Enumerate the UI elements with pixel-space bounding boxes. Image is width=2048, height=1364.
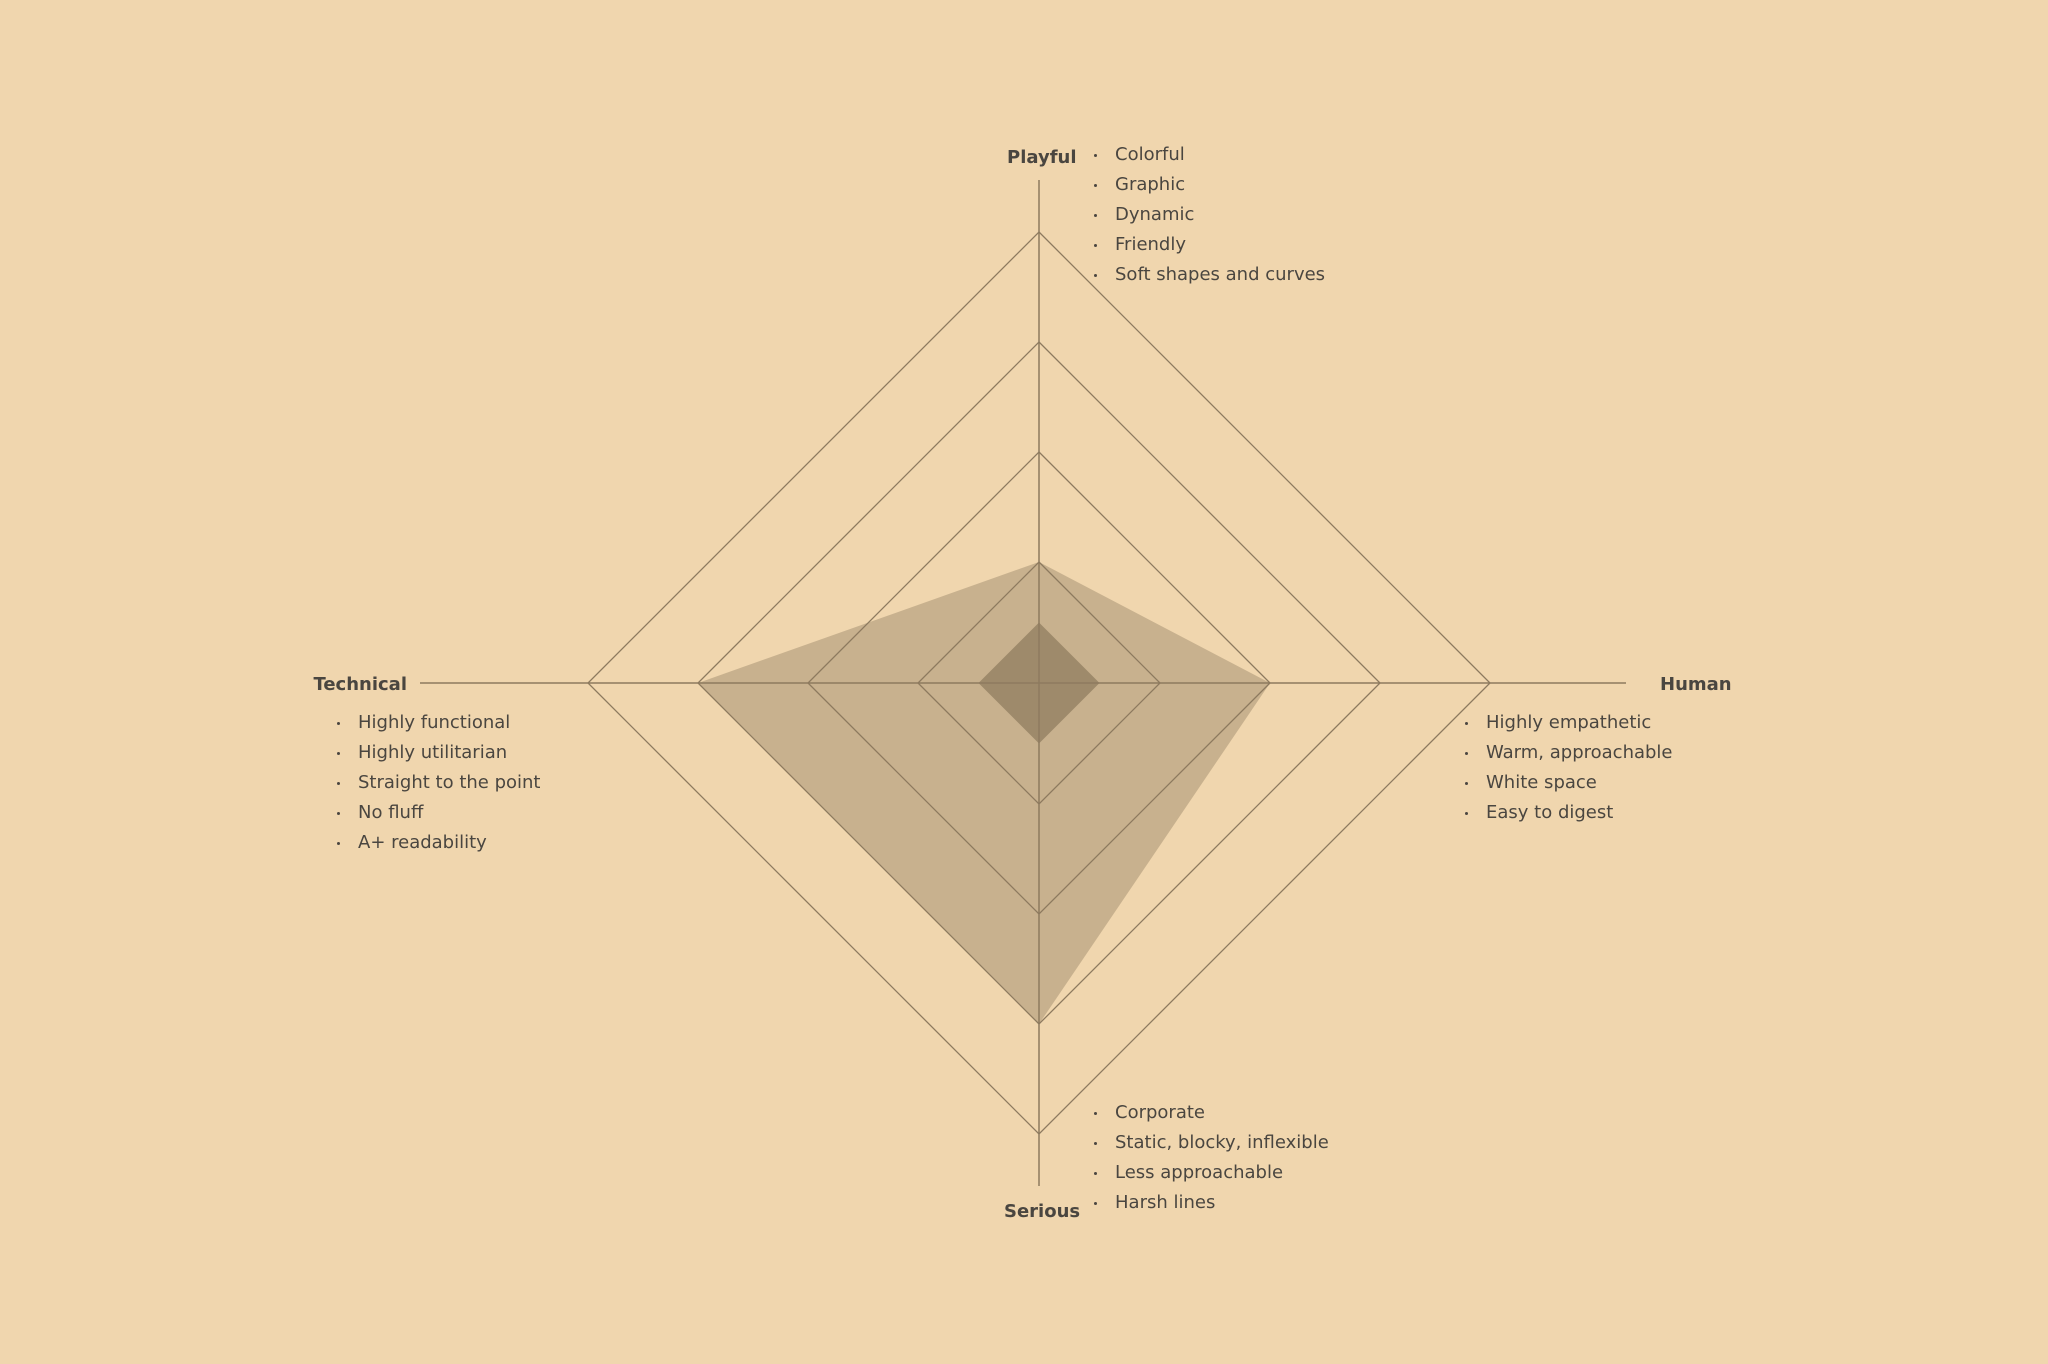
axis-label-technical: Technical: [313, 674, 407, 695]
trait-item: Less approachable: [1093, 1162, 1329, 1192]
trait-item: Colorful: [1093, 144, 1325, 174]
trait-item: Graphic: [1093, 174, 1325, 204]
trait-item: Harsh lines: [1093, 1192, 1329, 1222]
trait-item: White space: [1464, 772, 1673, 802]
series-area: [698, 562, 1270, 1024]
trait-item: Dynamic: [1093, 204, 1325, 234]
trait-item: Easy to digest: [1464, 802, 1673, 832]
trait-item: Warm, approachable: [1464, 742, 1673, 772]
trait-item: Highly functional: [336, 712, 541, 742]
trait-item: A+ readability: [336, 832, 541, 862]
trait-item: Static, blocky, inflexible: [1093, 1132, 1329, 1162]
technical-traits-list: Highly functional Highly utilitarian Strai…: [336, 712, 541, 862]
trait-item: No fluff: [336, 802, 541, 832]
axis-label-playful: Playful: [1007, 147, 1077, 168]
trait-item: Corporate: [1093, 1102, 1329, 1132]
trait-item: Straight to the point: [336, 772, 541, 802]
playful-traits-list: Colorful Graphic Dynamic Friendly Soft shape…: [1093, 144, 1325, 294]
trait-item: Highly utilitarian: [336, 742, 541, 772]
trait-item: Soft shapes and curves: [1093, 264, 1325, 294]
human-traits-list: Highly empathetic Warm, approachable White…: [1464, 712, 1673, 832]
serious-traits-list: Corporate Static, blocky, inflexible Less …: [1093, 1102, 1329, 1222]
trait-item: Highly empathetic: [1464, 712, 1673, 742]
axis-label-human: Human: [1660, 674, 1732, 695]
axis-label-serious: Serious: [1004, 1201, 1081, 1222]
trait-item: Friendly: [1093, 234, 1325, 264]
